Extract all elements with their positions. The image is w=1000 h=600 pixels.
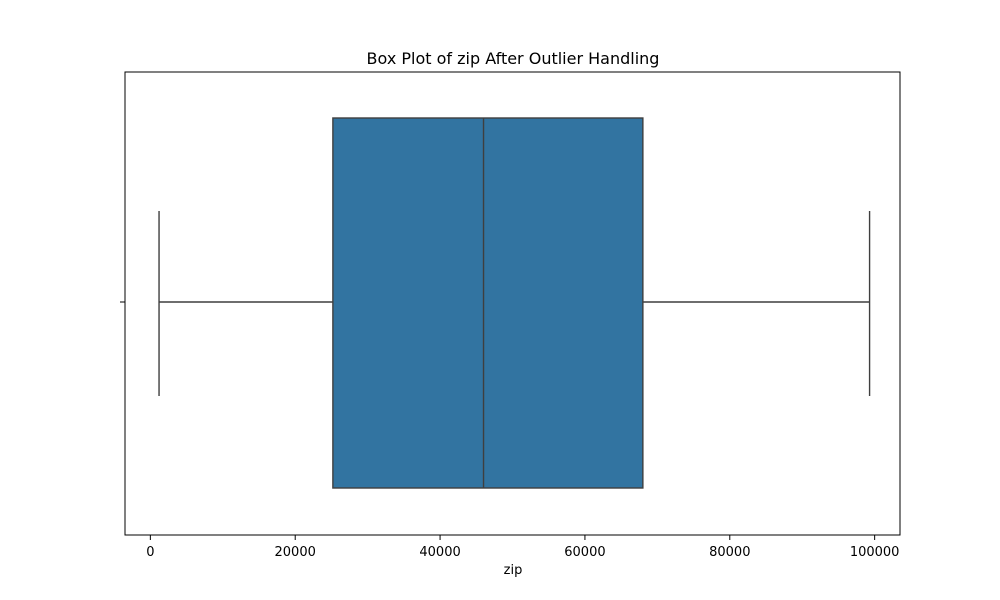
- x-axis-label: zip: [504, 563, 523, 578]
- box-iqr: [332, 117, 644, 489]
- x-tick-label: 20000: [275, 545, 316, 560]
- chart-title: Box Plot of zip After Outlier Handling: [367, 49, 660, 68]
- x-tick-label: 0: [146, 545, 154, 560]
- plot-area: [158, 117, 871, 489]
- x-axis-ticks: 0 20000 40000 60000 80000 100000: [146, 535, 899, 560]
- x-tick-label: 80000: [709, 545, 750, 560]
- x-tick-label: 100000: [850, 545, 900, 560]
- axes-frame: [124, 71, 901, 536]
- x-tick-label: 60000: [564, 545, 605, 560]
- x-tick-label: 40000: [419, 545, 460, 560]
